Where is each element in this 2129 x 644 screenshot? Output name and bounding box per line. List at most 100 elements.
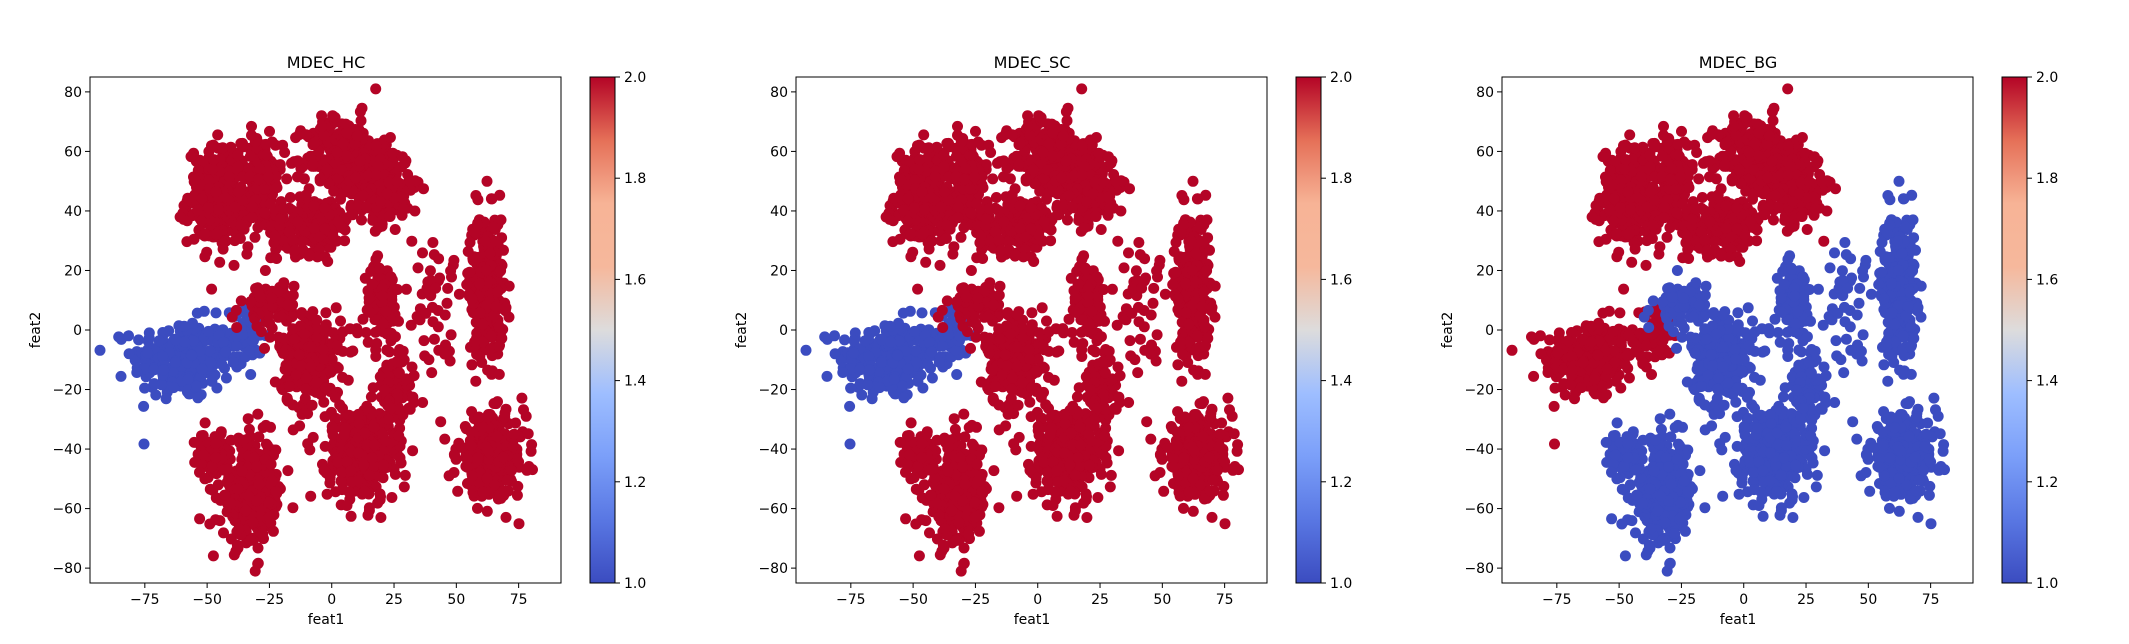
scatter-point [289, 244, 301, 256]
scatter-point [230, 304, 242, 316]
scatter-point [194, 513, 206, 525]
scatter-point [270, 486, 282, 498]
scatter-point [263, 511, 275, 523]
scatter-point [393, 315, 404, 327]
scatter-point [1062, 102, 1074, 114]
scatter-point [213, 204, 224, 216]
scatter-point [231, 340, 243, 352]
scatter-point [214, 256, 226, 268]
scatter-point [1037, 147, 1049, 159]
scatter-point [385, 402, 397, 414]
scatter-point [960, 163, 972, 175]
scatter-point [324, 365, 336, 377]
scatter-point [433, 344, 445, 356]
scatter-point [243, 423, 255, 435]
scatter-point [983, 203, 995, 215]
scatter-point [443, 470, 455, 482]
scatter-point [274, 213, 286, 225]
scatter-point [966, 149, 978, 161]
scatter-point [181, 236, 193, 248]
scatter-point [959, 173, 971, 185]
scatter-point [252, 557, 264, 569]
scatter-point [243, 344, 255, 356]
scatter-point [480, 264, 492, 276]
scatter-point [352, 327, 363, 339]
scatter-point [396, 151, 408, 163]
scatter-point [287, 234, 299, 246]
scatter-point [319, 440, 331, 452]
colorbar [589, 76, 616, 584]
scatter-point [898, 392, 910, 404]
scatter-point [470, 375, 482, 387]
scatter-point [952, 120, 963, 132]
scatter-point [337, 138, 349, 149]
scatter-point [926, 346, 938, 358]
scatter-point [521, 464, 533, 476]
y-tick-label: −20 [52, 383, 82, 399]
scatter-point [1057, 130, 1069, 142]
scatter-point [937, 340, 949, 352]
scatter-point [281, 299, 293, 311]
scatter-point [347, 209, 359, 221]
scatter-point [488, 221, 500, 233]
x-tick-label: 0 [327, 592, 336, 608]
scatter-point [281, 173, 293, 185]
scatter-point [359, 486, 371, 497]
scatter-point [139, 382, 151, 394]
scatter-point [909, 202, 920, 214]
scatter-point [495, 265, 507, 277]
scatter-point [1076, 140, 1088, 152]
scatter-point [206, 375, 218, 387]
scatter-point [277, 203, 289, 215]
scatter-point [306, 399, 318, 411]
scatter-point [391, 356, 403, 368]
scatter-point [300, 129, 312, 141]
scatter-point [987, 173, 999, 185]
scatter-point [919, 204, 930, 216]
scatter-point [368, 421, 380, 433]
scatter-point [404, 175, 416, 187]
scatter-point [466, 359, 478, 371]
scatter-point [522, 428, 534, 440]
scatter-point [370, 83, 382, 95]
scatter-point [292, 216, 304, 228]
scatter-point [208, 154, 220, 166]
colorbar-tick-label: 2.0 [624, 70, 646, 86]
scatter-point [380, 305, 392, 317]
scatter-point [386, 492, 398, 503]
scatter-point [885, 336, 897, 348]
scatter-point [196, 215, 207, 227]
scatter-point [845, 382, 857, 394]
scatter-point [212, 479, 224, 491]
scatter-point [220, 346, 232, 358]
scatter-point [389, 468, 401, 480]
scatter-point [196, 363, 208, 375]
panel-mdec-hc: MDEC_HC −75 −50 −25 0 25 50 75 −80−60−40−20020… [28, 53, 646, 628]
scatter-point [829, 348, 841, 360]
scatter-point [160, 393, 172, 405]
scatter-point [341, 150, 353, 162]
scatter-point [328, 185, 340, 197]
scatter-point [220, 372, 232, 384]
scatter-point [377, 318, 389, 330]
scatter-point [424, 265, 436, 277]
scatter-point [998, 216, 1010, 228]
scatter-point [379, 384, 391, 396]
scatter-point [516, 392, 528, 404]
chart-title: MDEC_SC [994, 53, 1071, 73]
scatter-point [1090, 132, 1102, 143]
scatter-point [347, 345, 359, 357]
scatter-point [356, 102, 368, 114]
scatter-point [498, 485, 510, 497]
scatter-point [874, 382, 886, 394]
scatter-point [288, 333, 300, 345]
scatter-point [506, 464, 517, 476]
scatter-point [218, 464, 230, 476]
scatter-point [507, 441, 519, 453]
scatter-point [1056, 172, 1068, 184]
scatter-point [926, 372, 938, 384]
scatter-point [912, 283, 924, 295]
panel-mdec-sc: MDEC_SC −75 −50 −25 0 25 50 75 −80−60−40−20020… [734, 53, 1352, 628]
scatter-point [1043, 138, 1055, 149]
scatter-point [259, 207, 271, 219]
